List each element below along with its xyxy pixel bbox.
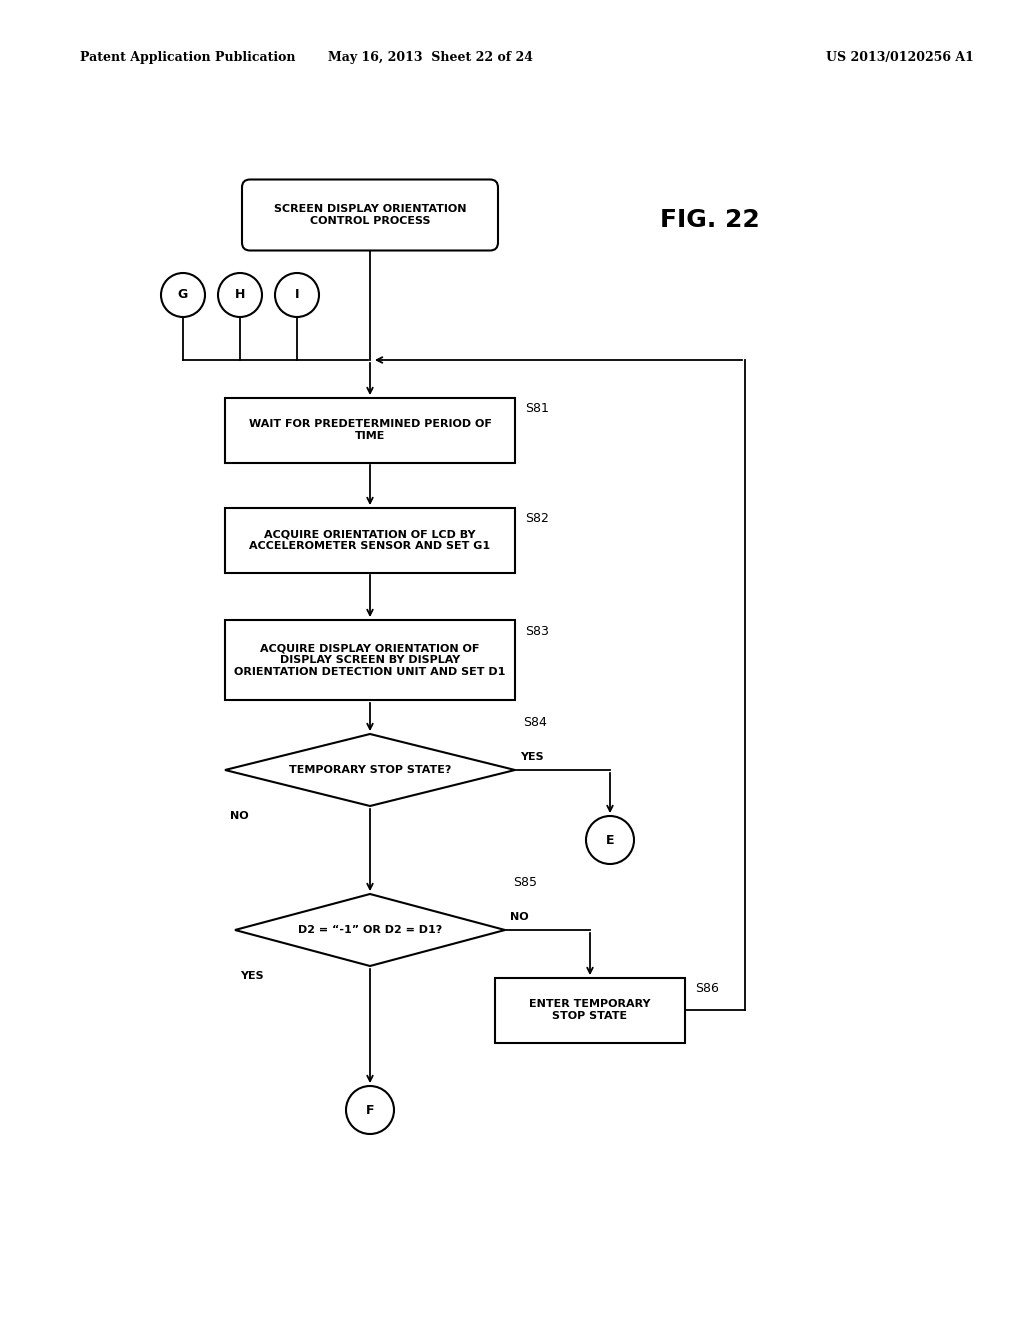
Bar (225, 620, 515, 700)
Polygon shape (234, 894, 505, 966)
Text: E: E (606, 833, 614, 846)
FancyBboxPatch shape (242, 180, 498, 251)
Text: D2 = “-1” OR D2 = D1?: D2 = “-1” OR D2 = D1? (298, 925, 442, 935)
Polygon shape (225, 734, 515, 807)
Text: G: G (178, 289, 188, 301)
Text: ENTER TEMPORARY
STOP STATE: ENTER TEMPORARY STOP STATE (529, 999, 650, 1020)
Text: US 2013/0120256 A1: US 2013/0120256 A1 (826, 51, 974, 65)
Text: S83: S83 (525, 624, 549, 638)
Text: S86: S86 (695, 982, 719, 995)
Text: May 16, 2013  Sheet 22 of 24: May 16, 2013 Sheet 22 of 24 (328, 51, 532, 65)
Text: FIG. 22: FIG. 22 (660, 209, 760, 232)
Text: F: F (366, 1104, 374, 1117)
Bar (495, 978, 685, 1043)
Circle shape (275, 273, 319, 317)
Text: SCREEN DISPLAY ORIENTATION
CONTROL PROCESS: SCREEN DISPLAY ORIENTATION CONTROL PROCE… (273, 205, 466, 226)
Text: S84: S84 (523, 715, 547, 729)
Text: NO: NO (230, 810, 249, 821)
Text: S82: S82 (525, 512, 549, 525)
Text: YES: YES (520, 752, 544, 762)
Text: NO: NO (510, 912, 528, 921)
Bar (225, 397, 515, 462)
Circle shape (346, 1086, 394, 1134)
Text: H: H (234, 289, 245, 301)
Text: TEMPORARY STOP STATE?: TEMPORARY STOP STATE? (289, 766, 452, 775)
Text: I: I (295, 289, 299, 301)
Text: ACQUIRE ORIENTATION OF LCD BY
ACCELEROMETER SENSOR AND SET G1: ACQUIRE ORIENTATION OF LCD BY ACCELEROME… (250, 529, 490, 550)
Text: Patent Application Publication: Patent Application Publication (80, 51, 296, 65)
Text: YES: YES (240, 972, 263, 981)
Text: S81: S81 (525, 403, 549, 416)
Text: S85: S85 (513, 876, 537, 888)
Text: ACQUIRE DISPLAY ORIENTATION OF
DISPLAY SCREEN BY DISPLAY
ORIENTATION DETECTION U: ACQUIRE DISPLAY ORIENTATION OF DISPLAY S… (234, 643, 506, 677)
Circle shape (161, 273, 205, 317)
Circle shape (218, 273, 262, 317)
Text: WAIT FOR PREDETERMINED PERIOD OF
TIME: WAIT FOR PREDETERMINED PERIOD OF TIME (249, 420, 492, 441)
Circle shape (586, 816, 634, 865)
Bar (225, 507, 515, 573)
